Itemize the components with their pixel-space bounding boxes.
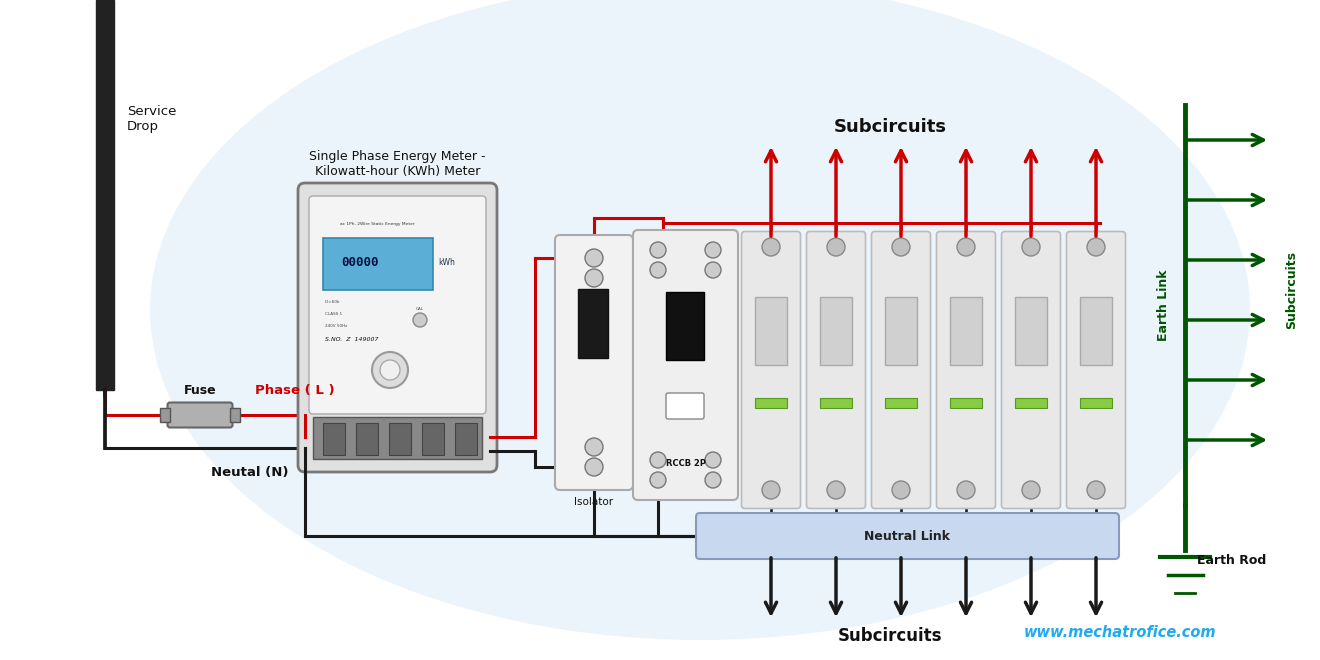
Text: Phase ( L ): Phase ( L ): [255, 384, 335, 397]
Circle shape: [705, 472, 721, 488]
Text: ID=60k: ID=60k: [325, 300, 341, 304]
Circle shape: [380, 360, 400, 380]
Bar: [884, 297, 917, 364]
FancyBboxPatch shape: [871, 232, 931, 508]
Circle shape: [585, 269, 603, 287]
Bar: [950, 398, 982, 408]
Bar: [950, 297, 982, 364]
Bar: [1015, 297, 1047, 364]
FancyBboxPatch shape: [696, 513, 1119, 559]
Text: S.NO.  Z  149007: S.NO. Z 149007: [325, 337, 379, 342]
Text: CAL: CAL: [416, 307, 424, 311]
Circle shape: [372, 352, 408, 388]
Text: Subcircuits: Subcircuits: [833, 118, 946, 136]
FancyBboxPatch shape: [936, 232, 995, 508]
Bar: [323, 423, 345, 455]
Circle shape: [413, 313, 426, 327]
Bar: [1015, 398, 1047, 408]
Text: www.mechatrofice.com: www.mechatrofice.com: [1024, 625, 1216, 640]
Circle shape: [828, 238, 845, 256]
FancyBboxPatch shape: [309, 196, 486, 414]
Bar: [667, 292, 704, 360]
Bar: [455, 423, 477, 455]
Circle shape: [892, 481, 909, 499]
Text: Neutal (N): Neutal (N): [211, 466, 289, 479]
Circle shape: [705, 262, 721, 278]
Bar: [820, 297, 851, 364]
Circle shape: [705, 452, 721, 468]
Text: Single Phase Energy Meter -
Kilowatt-hour (KWh) Meter: Single Phase Energy Meter - Kilowatt-hou…: [309, 150, 486, 178]
Bar: [1080, 398, 1111, 408]
Circle shape: [649, 472, 667, 488]
Bar: [230, 408, 240, 422]
FancyBboxPatch shape: [1067, 232, 1126, 508]
FancyBboxPatch shape: [807, 232, 866, 508]
Ellipse shape: [150, 0, 1250, 640]
Bar: [96, 0, 114, 390]
FancyBboxPatch shape: [298, 183, 498, 472]
Circle shape: [957, 238, 975, 256]
Circle shape: [1086, 481, 1105, 499]
Text: Subcircuits: Subcircuits: [838, 627, 942, 645]
Circle shape: [585, 458, 603, 476]
FancyBboxPatch shape: [667, 393, 704, 419]
Bar: [755, 297, 787, 364]
Bar: [323, 238, 433, 290]
Text: RCCB 2P: RCCB 2P: [665, 459, 705, 469]
FancyBboxPatch shape: [168, 403, 232, 428]
Text: 00000: 00000: [342, 255, 379, 269]
Text: 240V 50Hz: 240V 50Hz: [325, 324, 347, 328]
Circle shape: [585, 249, 603, 267]
Circle shape: [828, 481, 845, 499]
Bar: [884, 398, 917, 408]
Text: Neutral Link: Neutral Link: [865, 529, 950, 543]
Bar: [356, 423, 378, 455]
FancyBboxPatch shape: [634, 230, 738, 500]
FancyBboxPatch shape: [1002, 232, 1060, 508]
Circle shape: [1022, 481, 1040, 499]
Text: Service
Drop: Service Drop: [127, 105, 177, 133]
Circle shape: [957, 481, 975, 499]
Bar: [1080, 297, 1111, 364]
Bar: [820, 398, 851, 408]
Bar: [160, 408, 170, 422]
FancyBboxPatch shape: [554, 235, 634, 490]
Circle shape: [762, 238, 780, 256]
Text: Subcircuits: Subcircuits: [1284, 251, 1298, 329]
Bar: [422, 423, 444, 455]
Circle shape: [649, 262, 667, 278]
Circle shape: [705, 242, 721, 258]
Text: Earth Rod: Earth Rod: [1197, 554, 1266, 566]
Text: Earth Link: Earth Link: [1158, 269, 1170, 341]
Circle shape: [649, 242, 667, 258]
Circle shape: [892, 238, 909, 256]
Text: kWh: kWh: [438, 257, 455, 267]
Circle shape: [1022, 238, 1040, 256]
Text: Isolator: Isolator: [574, 497, 614, 507]
FancyBboxPatch shape: [742, 232, 800, 508]
Bar: [755, 398, 787, 408]
Bar: [389, 423, 411, 455]
Circle shape: [649, 452, 667, 468]
Circle shape: [1086, 238, 1105, 256]
Circle shape: [762, 481, 780, 499]
Text: Fuse: Fuse: [183, 384, 216, 397]
Bar: [313, 417, 482, 459]
Bar: [578, 289, 609, 358]
Circle shape: [585, 438, 603, 456]
Text: ac 1Ph, 2Wire Static Energy Meter: ac 1Ph, 2Wire Static Energy Meter: [339, 222, 414, 226]
Text: CLASS 1: CLASS 1: [325, 312, 342, 316]
